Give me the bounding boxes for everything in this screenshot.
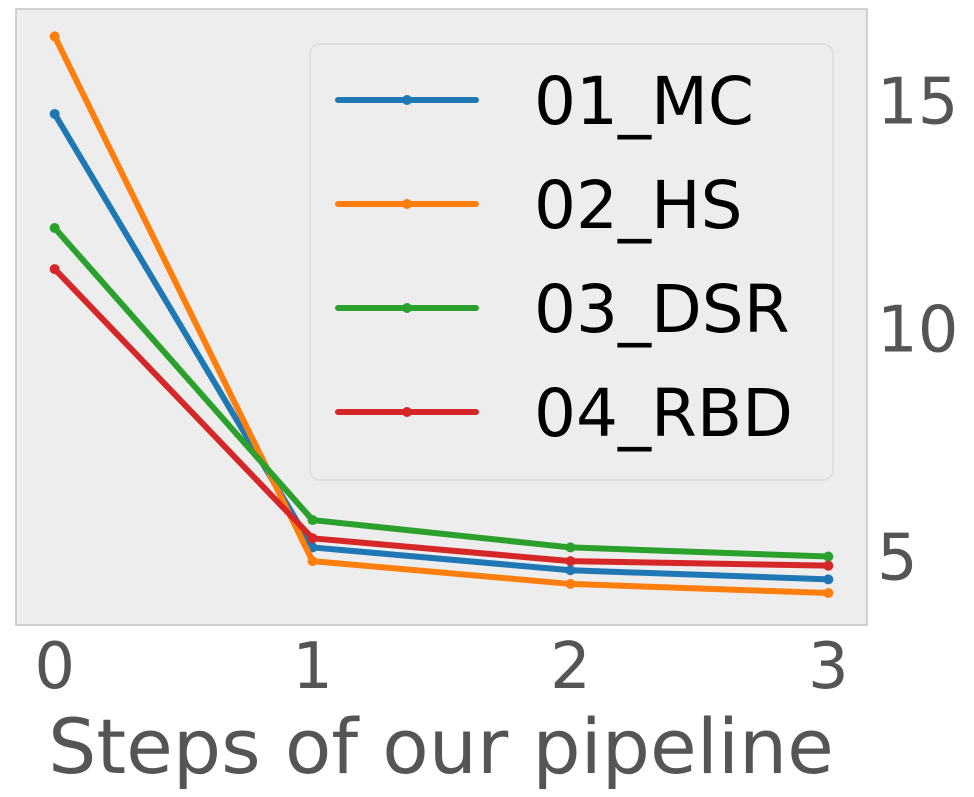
series-line-01_MC bbox=[51, 110, 832, 583]
legend-label-03_DSR: 03_DSR bbox=[534, 271, 790, 348]
y-tick-label-15: 15 bbox=[877, 65, 958, 139]
series-line-02_HS bbox=[51, 33, 832, 597]
data-point-03_DSR-3 bbox=[823, 551, 834, 562]
x-tick-label-3: 3 bbox=[808, 630, 849, 704]
x-tick-labels: 0 1 2 3 bbox=[34, 630, 848, 704]
data-point-04_RBD-2 bbox=[565, 556, 576, 567]
legend: 01_MC 02_HS 03_DSR 04_RBD bbox=[309, 43, 834, 481]
series-03_DSR bbox=[49, 223, 834, 562]
x-tick-label-1: 1 bbox=[292, 630, 333, 704]
legend-entry-01_MC: 01_MC bbox=[335, 63, 754, 140]
legend-box bbox=[309, 43, 834, 481]
legend-marker-01_MC bbox=[402, 95, 412, 105]
series-02_HS bbox=[49, 31, 834, 599]
data-point-03_DSR-0 bbox=[49, 223, 60, 234]
series-01_MC bbox=[49, 108, 834, 585]
series-line-03_DSR bbox=[51, 225, 832, 560]
legend-label-02_HS: 02_HS bbox=[534, 167, 743, 244]
x-tick-label-0: 0 bbox=[34, 630, 75, 704]
data-point-02_HS-1 bbox=[307, 556, 318, 567]
data-point-04_RBD-3 bbox=[823, 560, 834, 571]
data-point-04_RBD-1 bbox=[307, 533, 318, 544]
y-tick-labels: 5 10 15 bbox=[877, 65, 958, 595]
y-tick-label-5: 5 bbox=[877, 522, 918, 596]
data-point-03_DSR-1 bbox=[307, 515, 318, 526]
legend-label-01_MC: 01_MC bbox=[534, 63, 754, 140]
y-tick-label-10: 10 bbox=[877, 293, 958, 367]
data-point-02_HS-3 bbox=[823, 588, 834, 599]
data-point-02_HS-0 bbox=[49, 31, 60, 42]
legend-marker-02_HS bbox=[402, 199, 412, 209]
legend-items: 01_MC 02_HS 03_DSR 04_RBD bbox=[335, 63, 793, 452]
data-point-02_HS-2 bbox=[565, 578, 576, 589]
legend-entry-02_HS: 02_HS bbox=[335, 167, 743, 244]
legend-label-04_RBD: 04_RBD bbox=[534, 375, 793, 452]
x-tick-label-2: 2 bbox=[550, 630, 591, 704]
data-point-01_MC-2 bbox=[565, 565, 576, 576]
legend-entry-04_RBD: 04_RBD bbox=[335, 375, 793, 452]
data-point-04_RBD-0 bbox=[49, 264, 60, 275]
series-04_RBD bbox=[49, 264, 834, 571]
data-point-01_MC-0 bbox=[49, 108, 60, 119]
series-line-04_RBD bbox=[51, 266, 832, 569]
legend-marker-03_DSR bbox=[402, 303, 412, 313]
legend-entry-03_DSR: 03_DSR bbox=[335, 271, 790, 348]
series-layer bbox=[49, 31, 834, 599]
data-point-01_MC-3 bbox=[823, 574, 834, 585]
x-axis-label: Steps of our pipeline bbox=[48, 702, 834, 791]
legend-marker-04_RBD bbox=[402, 407, 412, 417]
data-point-03_DSR-2 bbox=[565, 542, 576, 553]
